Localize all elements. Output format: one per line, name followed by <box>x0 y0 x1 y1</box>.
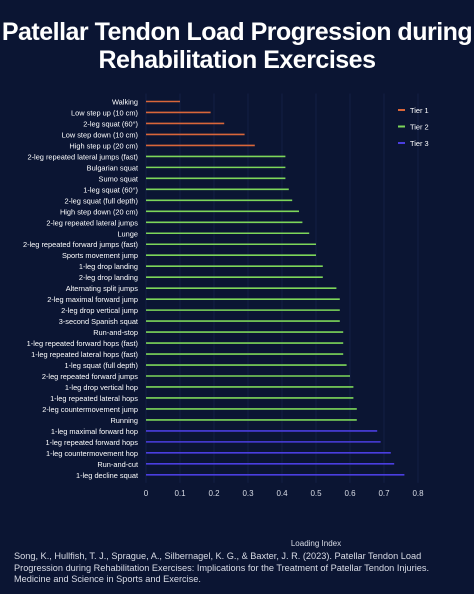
category-label: 1-leg repeated lateral hops (fast) <box>31 350 138 359</box>
category-label: 3-second Spanish squat <box>59 317 138 326</box>
category-label: 1-leg countermovement hop <box>46 449 138 458</box>
category-label: 2-leg repeated lateral jumps (fast) <box>27 152 138 161</box>
x-tick-label: 0 <box>144 489 149 498</box>
legend-label: Tier 3 <box>410 139 429 148</box>
chart-title-line-1: Patellar Tendon Load Progression during <box>1 18 473 46</box>
x-axis-label: Loading Index <box>291 539 341 548</box>
category-label: 2-leg repeated lateral jumps <box>46 218 138 227</box>
category-label: 1-leg repeated forward hops (fast) <box>27 339 138 348</box>
category-label: 1-leg repeated forward hops <box>46 438 139 447</box>
category-label: 1-leg squat (60°) <box>83 185 138 194</box>
category-label: Low step down (10 cm) <box>62 130 138 139</box>
category-label: Lunge <box>117 229 138 238</box>
x-tick-label: 0.5 <box>310 489 322 498</box>
category-label: Sumo squat <box>99 174 138 183</box>
citation: Song, K., Hullfish, T. J., Sprague, A., … <box>14 551 430 584</box>
x-tick-label: 0.2 <box>208 489 220 498</box>
category-label: 1-leg repeated lateral hops <box>50 394 138 403</box>
category-label: 2-leg repeated forward jumps <box>42 372 138 381</box>
x-tick-label: 0.7 <box>378 489 390 498</box>
x-tick-label: 0.1 <box>174 489 186 498</box>
category-label: 1-leg squat (full depth) <box>64 361 138 370</box>
category-label: Run-and-stop <box>93 328 138 337</box>
bars <box>146 100 405 476</box>
category-label: 1-leg drop vertical hop <box>65 383 138 392</box>
legend: Tier 1 Tier 2 Tier 3 <box>398 106 429 148</box>
x-tick-label: 0.8 <box>412 489 424 498</box>
category-label: 2-leg drop landing <box>79 273 138 282</box>
category-label: 2-leg countermovement jump <box>42 405 138 414</box>
category-label: High step up (20 cm) <box>69 141 138 150</box>
category-label: Running <box>110 416 138 425</box>
category-label: 2-leg maximal forward jump <box>47 295 138 304</box>
category-label: Walking <box>112 98 138 107</box>
category-label: 2-leg repeated forward jumps (fast) <box>23 240 138 249</box>
legend-label: Tier 2 <box>410 122 429 131</box>
category-label: Alternating split jumps <box>66 284 139 293</box>
x-tick-labels: 0 0.1 0.2 0.3 0.4 0.5 0.6 0.7 0.8 <box>144 489 424 498</box>
category-label: High step down (20 cm) <box>60 207 138 216</box>
legend-label: Tier 1 <box>410 106 429 115</box>
category-label: Run-and-cut <box>97 460 138 469</box>
category-label: 1-leg drop landing <box>79 262 138 271</box>
category-label: Sports movement jump <box>62 251 138 260</box>
x-tick-label: 0.4 <box>276 489 288 498</box>
x-tick-label: 0.6 <box>344 489 356 498</box>
category-label: 1-leg decline squat <box>76 471 138 480</box>
chart-title-line-2: Rehabilitation Exercises <box>98 46 376 74</box>
category-label: 2-leg squat (60°) <box>83 119 138 128</box>
category-label: Low step up (10 cm) <box>71 108 138 117</box>
category-label: 2-leg drop vertical jump <box>61 306 138 315</box>
category-label: 2-leg squat (full depth) <box>64 196 138 205</box>
category-label: Bulgarian squat <box>87 163 138 172</box>
x-tick-label: 0.3 <box>242 489 254 498</box>
category-label: 1-leg maximal forward hop <box>51 427 138 436</box>
chart-title: Patellar Tendon Load Progression during … <box>0 18 474 74</box>
